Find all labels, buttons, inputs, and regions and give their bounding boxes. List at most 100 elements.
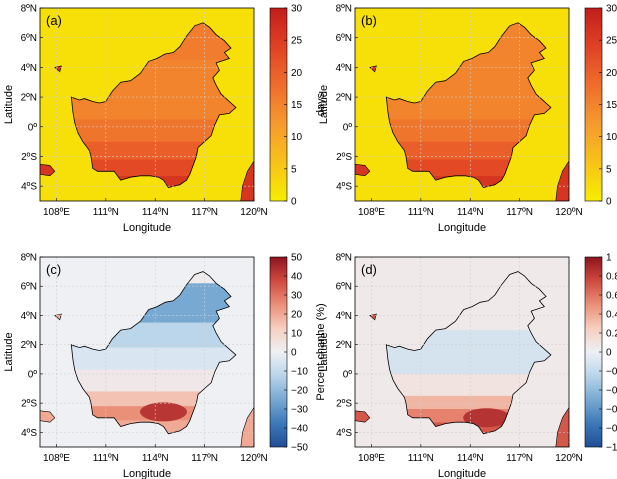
- y-tick-label: 4ºS: [336, 182, 352, 193]
- x-tick-label: 108ºE: [43, 453, 70, 464]
- y-tick-label: 6ºN: [21, 282, 37, 293]
- x-tick-label: 117ºN: [506, 453, 533, 464]
- x-axis-label: Longitude: [438, 222, 486, 234]
- panel-label: (c): [46, 262, 61, 277]
- colorbar-tick-label: 10: [291, 132, 303, 143]
- colorbar-tick-label: −10: [291, 367, 308, 378]
- colorbar-tick-label: 50: [291, 253, 303, 264]
- colorbar-label: days: [315, 92, 327, 116]
- band-2: [71, 347, 236, 370]
- panel-label: (b): [361, 13, 377, 28]
- y-tick-label: 4ºN: [21, 63, 37, 74]
- x-tick-label: 114ºN: [457, 453, 484, 464]
- x-tick-label: 108ºE: [43, 207, 70, 218]
- colorbar-tick-label: −50: [291, 443, 308, 454]
- x-tick-label: 117ºN: [506, 207, 533, 218]
- x-tick-label: 114ºN: [457, 207, 484, 218]
- x-tick-label: 120ºN: [555, 207, 583, 218]
- y-tick-label: 4ºS: [336, 428, 352, 439]
- colorbar-tick-label: −0.6: [606, 405, 617, 416]
- colorbar-tick-label: 0.2: [606, 329, 617, 340]
- y-tick-label: 2ºS: [336, 152, 352, 163]
- x-tick-label: 111ºN: [93, 453, 119, 464]
- colorbar-tick-label: −0.4: [606, 386, 617, 397]
- colorbar-tick-label: 15: [291, 100, 303, 111]
- y-tick-label: 0º: [343, 122, 353, 133]
- y-tick-label: 4ºN: [21, 311, 37, 322]
- y-tick-label: 2ºN: [21, 340, 37, 351]
- x-tick-label: 117ºN: [191, 453, 218, 464]
- band-3: [386, 395, 551, 409]
- landmass-0: [240, 406, 254, 447]
- colorbar-tick-label: 30: [291, 291, 303, 302]
- colorbar-tick-label: 0: [291, 348, 297, 359]
- colorbar-tick-label: −30: [291, 405, 308, 416]
- band-2: [386, 373, 551, 396]
- colorbar-tick-label: 30: [291, 4, 303, 15]
- y-tick-label: 2ºS: [336, 399, 352, 410]
- colorbar-tick-label: 5: [606, 164, 612, 175]
- band-1: [71, 119, 236, 142]
- x-tick-label: 114ºN: [142, 207, 169, 218]
- colorbar-tick-label: 10: [291, 329, 303, 340]
- y-tick-label: 0º: [28, 122, 38, 133]
- y-tick-label: 2ºN: [336, 93, 352, 104]
- colorbar-tick-label: 25: [606, 36, 617, 47]
- colorbar-tick-label: 1: [606, 253, 612, 264]
- y-tick-label: 6ºN: [21, 33, 37, 44]
- colorbar-tick-label: −20: [291, 386, 308, 397]
- colorbar-tick-label: 0.8: [606, 272, 617, 283]
- y-tick-label: 0º: [343, 369, 353, 380]
- landmass-1: [355, 163, 371, 177]
- colorbar-tick-label: 40: [291, 272, 303, 283]
- colorbar-tick-label: 25: [291, 36, 303, 47]
- y-axis-label: Latitude: [318, 332, 330, 371]
- band-1: [386, 119, 551, 142]
- x-tick-label: 108ºE: [358, 207, 385, 218]
- y-tick-label: 8ºN: [336, 253, 352, 264]
- x-axis-label: Longitude: [123, 222, 171, 234]
- y-axis-label: Latitude: [3, 85, 15, 124]
- panel-b: (b) 108ºE 111ºN 114ºN 117ºN 120ºN 8ºN 6ºN 4ºN 2ºN…: [318, 4, 617, 235]
- y-tick-label: 2ºN: [336, 340, 352, 351]
- y-tick-label: 4ºS: [21, 182, 37, 193]
- colorbar-tick-label: 20: [291, 68, 303, 79]
- colorbar-tick-label: 10: [606, 132, 617, 143]
- colorbar-tick-label: 0: [291, 197, 297, 208]
- plot-frame: [39, 256, 255, 448]
- hotspot: [463, 408, 511, 428]
- panel-d: (d) 108ºE 111ºN 114ºN 117ºN 120ºN 8ºN 6ºN 4ºN 2ºN…: [318, 253, 617, 479]
- y-axis-label: Latitude: [3, 332, 15, 371]
- y-axis-label: Latitude: [318, 85, 330, 124]
- colorbar-tick-label: 5: [291, 164, 297, 175]
- landmass-1: [40, 163, 56, 177]
- x-tick-label: 120ºN: [240, 453, 268, 464]
- landmass-1: [355, 410, 371, 423]
- colorbar-tick-label: −40: [291, 424, 308, 435]
- plot-frame: [354, 7, 570, 202]
- panel-label: (a): [46, 13, 62, 28]
- colorbar-tick-label: 0: [606, 197, 612, 208]
- band-2: [386, 141, 551, 160]
- x-axis-label: Longitude: [123, 468, 171, 479]
- y-tick-label: 4ºN: [336, 311, 352, 322]
- y-tick-label: 8ºN: [21, 253, 37, 264]
- band-2: [71, 141, 236, 160]
- y-tick-label: 6ºN: [336, 282, 352, 293]
- landmass-0: [240, 160, 254, 201]
- x-tick-label: 111ºN: [93, 207, 119, 218]
- hotspot: [139, 402, 188, 422]
- y-tick-label: 8ºN: [336, 4, 352, 15]
- coastline: [385, 271, 552, 435]
- colorbar-tick-label: −0.8: [606, 424, 617, 435]
- y-tick-label: 8ºN: [21, 4, 37, 15]
- panel-c: (c) 108ºE 111ºN 114ºN 117ºN 120ºN 8ºN 6ºN 4ºN 2ºN…: [3, 253, 327, 479]
- landmass-0: [555, 406, 569, 447]
- plot-frame: [39, 7, 255, 202]
- colorbar-tick-label: 0: [606, 348, 612, 359]
- panel-label: (d): [361, 262, 377, 277]
- landmass-1: [40, 410, 56, 423]
- colorbar-tick-label: 15: [606, 100, 617, 111]
- x-tick-label: 111ºN: [408, 207, 434, 218]
